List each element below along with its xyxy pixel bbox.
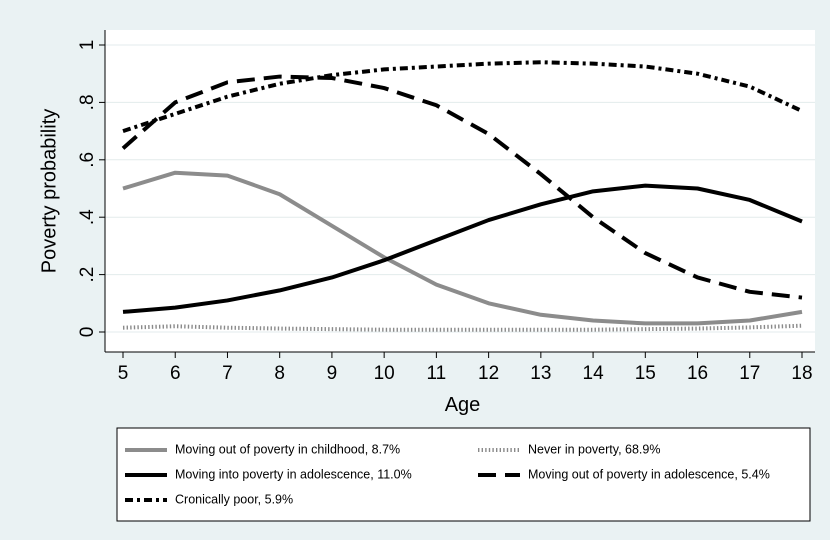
series-line-4 xyxy=(122,60,803,133)
y-tick-label-1: .2 xyxy=(77,267,98,283)
y-tick-label-4: .8 xyxy=(77,94,98,110)
x-tick-label-12: 17 xyxy=(739,363,760,384)
series-line-2 xyxy=(122,183,803,314)
y-tick-label-5: 1 xyxy=(77,40,98,51)
y-tick-label-2: .4 xyxy=(77,209,98,225)
x-tick-label-3: 8 xyxy=(274,363,285,384)
x-tick-label-6: 11 xyxy=(427,363,447,384)
y-axis-title: Poverty probability xyxy=(38,109,60,274)
x-tick-label-2: 7 xyxy=(222,363,233,384)
x-tick-label-1: 6 xyxy=(170,363,181,384)
x-tick-label-11: 16 xyxy=(687,363,708,384)
legend-box xyxy=(116,427,811,522)
legend-label-0: Moving out of poverty in childhood, 8.7% xyxy=(175,442,400,456)
x-tick-label-5: 10 xyxy=(374,363,395,384)
x-tick-label-9: 14 xyxy=(583,363,605,384)
y-tick-label-3: .6 xyxy=(77,152,98,168)
series-line-1 xyxy=(122,323,803,332)
series-line-0 xyxy=(122,170,803,326)
axes: 0.2.4.6.815 6 7 8 9 10 11 12 13 14 15 16 17 18 xyxy=(77,30,815,384)
x-tick-label-0: 5 xyxy=(118,363,129,384)
series-line-3 xyxy=(121,74,803,300)
legend: Moving out of poverty in childhood, 8.7%… xyxy=(116,427,811,522)
legend-label-1: Never in poverty, 68.9% xyxy=(528,442,660,456)
x-tick-label-4: 9 xyxy=(327,363,338,384)
series-lines xyxy=(121,60,803,332)
x-tick-label-13: 18 xyxy=(791,363,812,384)
gridlines xyxy=(105,44,815,333)
x-tick-label-8: 13 xyxy=(530,363,551,384)
x-axis-title: Age xyxy=(445,394,481,416)
legend-label-3: Moving out of poverty in adolescence, 5.… xyxy=(528,467,770,481)
y-tick-label-0: 0 xyxy=(77,327,98,338)
legend-label-2: Moving into poverty in adolescence, 11.0… xyxy=(175,467,412,481)
x-tick-label-10: 15 xyxy=(635,363,656,384)
x-tick-label-7: 12 xyxy=(478,363,499,384)
legend-label-4: Cronically poor, 5.9% xyxy=(175,492,293,506)
